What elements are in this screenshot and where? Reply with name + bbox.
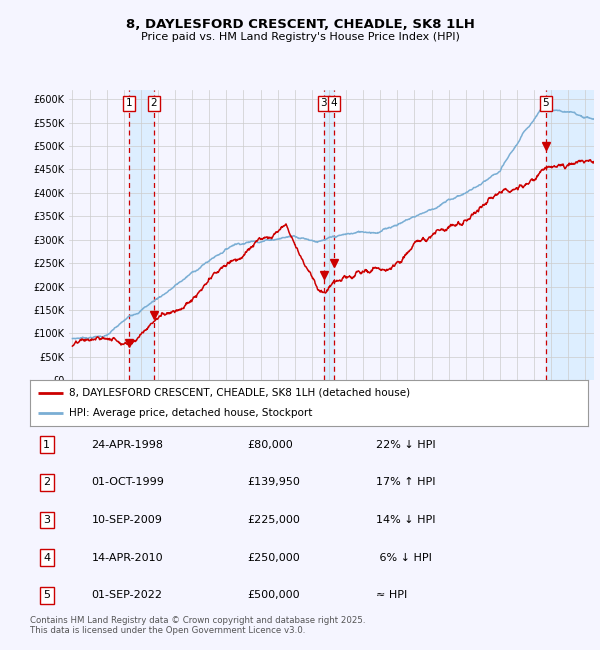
Text: 3: 3 xyxy=(43,515,50,525)
Text: 10-SEP-2009: 10-SEP-2009 xyxy=(91,515,162,525)
Text: £500,000: £500,000 xyxy=(248,590,300,601)
Bar xyxy=(129,90,154,380)
Text: ≈ HPI: ≈ HPI xyxy=(376,590,407,601)
Bar xyxy=(545,90,594,380)
Text: 01-OCT-1999: 01-OCT-1999 xyxy=(91,477,164,488)
Text: £80,000: £80,000 xyxy=(248,439,293,450)
Text: 01-SEP-2022: 01-SEP-2022 xyxy=(91,590,163,601)
Text: £225,000: £225,000 xyxy=(248,515,301,525)
Text: 8, DAYLESFORD CRESCENT, CHEADLE, SK8 1LH: 8, DAYLESFORD CRESCENT, CHEADLE, SK8 1LH xyxy=(125,18,475,31)
Text: £139,950: £139,950 xyxy=(248,477,301,488)
Text: 6% ↓ HPI: 6% ↓ HPI xyxy=(376,552,432,563)
Text: 14% ↓ HPI: 14% ↓ HPI xyxy=(376,515,436,525)
Bar xyxy=(323,90,334,380)
Text: 5: 5 xyxy=(542,98,549,109)
Text: 17% ↑ HPI: 17% ↑ HPI xyxy=(376,477,436,488)
Text: Price paid vs. HM Land Registry's House Price Index (HPI): Price paid vs. HM Land Registry's House … xyxy=(140,32,460,42)
Text: 14-APR-2010: 14-APR-2010 xyxy=(91,552,163,563)
Text: 4: 4 xyxy=(331,98,337,109)
Text: 5: 5 xyxy=(43,590,50,601)
Text: Contains HM Land Registry data © Crown copyright and database right 2025.
This d: Contains HM Land Registry data © Crown c… xyxy=(30,616,365,635)
Text: 24-APR-1998: 24-APR-1998 xyxy=(91,439,163,450)
Text: 8, DAYLESFORD CRESCENT, CHEADLE, SK8 1LH (detached house): 8, DAYLESFORD CRESCENT, CHEADLE, SK8 1LH… xyxy=(69,387,410,398)
Text: 22% ↓ HPI: 22% ↓ HPI xyxy=(376,439,436,450)
Text: 3: 3 xyxy=(320,98,327,109)
Text: 2: 2 xyxy=(43,477,50,488)
Text: 1: 1 xyxy=(126,98,133,109)
Text: HPI: Average price, detached house, Stockport: HPI: Average price, detached house, Stoc… xyxy=(69,408,313,419)
Text: £250,000: £250,000 xyxy=(248,552,301,563)
Text: 4: 4 xyxy=(43,552,50,563)
Text: 2: 2 xyxy=(151,98,157,109)
Text: 1: 1 xyxy=(43,439,50,450)
